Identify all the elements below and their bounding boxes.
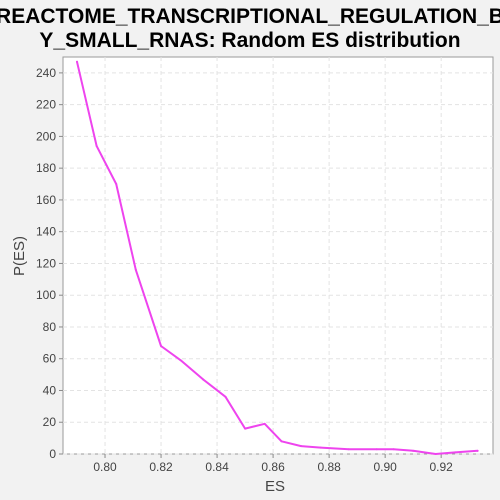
y-tick-label: 40 <box>43 383 57 397</box>
x-tick-label: 0.84 <box>205 460 229 474</box>
data-point <box>281 440 283 442</box>
y-tick-label: 180 <box>36 161 56 175</box>
x-tick-label: 0.86 <box>261 460 285 474</box>
data-point <box>115 183 117 185</box>
y-tick-label: 200 <box>36 129 56 143</box>
data-point <box>135 269 137 271</box>
data-point <box>300 445 302 447</box>
y-tick-label: 60 <box>43 352 57 366</box>
plot-area <box>63 57 493 454</box>
y-tick-label: 100 <box>36 288 56 302</box>
data-point <box>96 145 98 147</box>
data-point <box>160 345 162 347</box>
x-tick-label: 0.90 <box>373 460 397 474</box>
y-tick-label: 20 <box>43 415 57 429</box>
y-axis-label: P(ES) <box>11 236 28 276</box>
x-tick-label: 0.88 <box>317 460 341 474</box>
data-point <box>412 450 414 452</box>
y-tick-label: 80 <box>43 320 57 334</box>
data-point <box>180 359 182 361</box>
y-tick-label: 220 <box>36 98 56 112</box>
chart-title-line-1: REACTOME_TRANSCRIPTIONAL_REGULATION_B <box>0 5 500 28</box>
data-point <box>376 448 378 450</box>
y-tick-label: 240 <box>36 66 56 80</box>
y-tick-label: 160 <box>36 193 56 207</box>
y-tick-label: 0 <box>49 447 56 461</box>
data-point <box>348 448 350 450</box>
data-point <box>264 423 266 425</box>
y-tick-label: 140 <box>36 225 56 239</box>
x-axis-label: ES <box>265 478 285 495</box>
x-tick-label: 0.80 <box>93 460 117 474</box>
x-tick-label: 0.82 <box>149 460 173 474</box>
data-point <box>224 396 226 398</box>
y-tick-label: 120 <box>36 256 56 270</box>
data-point <box>477 450 479 452</box>
x-tick-label: 0.92 <box>429 460 453 474</box>
data-point <box>244 428 246 430</box>
data-point <box>202 378 204 380</box>
data-point <box>320 447 322 449</box>
data-point <box>76 61 78 63</box>
data-point <box>393 448 395 450</box>
data-point <box>454 451 456 453</box>
chart-title-line-2: Y_SMALL_RNAS: Random ES distribution <box>39 29 460 52</box>
data-point <box>435 453 437 455</box>
